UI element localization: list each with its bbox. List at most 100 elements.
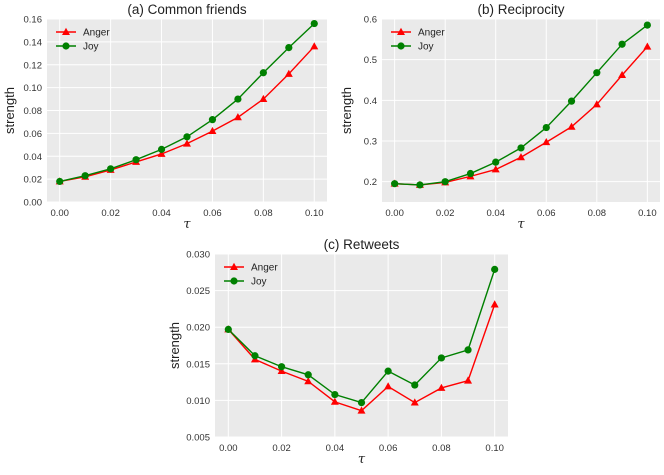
joy-point <box>224 325 232 333</box>
x-tick-label: 0.04 <box>326 443 345 454</box>
joy-point <box>183 133 191 141</box>
anger-point <box>330 397 339 405</box>
y-axis-label: strength <box>339 87 354 134</box>
y-axis-label: strength <box>2 87 17 134</box>
joy-point <box>411 381 419 389</box>
joy-point <box>464 346 472 354</box>
joy-point <box>157 145 166 153</box>
y-tick-label: 0.6 <box>364 15 377 26</box>
legend-anger-label: Anger <box>418 28 445 39</box>
x-axis-label: τ <box>183 217 191 232</box>
series-joy <box>391 21 651 189</box>
anger-point <box>384 382 393 390</box>
x-tick-label: 0.08 <box>254 208 273 219</box>
x-tick-label: 0.06 <box>537 208 556 219</box>
joy-point <box>384 367 392 375</box>
y-tick-label: 0.4 <box>364 96 377 107</box>
x-tick-label: 0.06 <box>379 443 398 454</box>
y-tick-label: 0.015 <box>186 359 210 370</box>
x-tick-label: 0.02 <box>101 208 120 219</box>
anger-point <box>304 377 313 385</box>
x-tick-label: 0.02 <box>272 443 291 454</box>
joy-point <box>593 69 601 77</box>
y-tick-label: 0.010 <box>186 396 210 407</box>
joy-point <box>643 21 651 29</box>
legend-joy-marker <box>397 42 405 50</box>
chart-title: (c) Retweets <box>324 237 400 252</box>
y-tick-label: 0.3 <box>364 137 377 148</box>
anger-point <box>464 376 473 384</box>
y-tick-label: 0.06 <box>24 129 43 140</box>
x-tick-label: 0.00 <box>385 208 404 219</box>
joy-point <box>234 95 242 103</box>
legend-anger-marker <box>62 27 70 35</box>
joy-point <box>357 398 366 407</box>
legend-joy-marker <box>62 42 70 50</box>
joy-point <box>285 43 293 52</box>
anger-point <box>157 149 166 157</box>
legend-joy-label: Joy <box>83 42 99 53</box>
y-tick-label: 0.5 <box>364 55 377 66</box>
x-axis-label: τ <box>517 217 525 232</box>
x-tick-label: 0.00 <box>50 208 69 219</box>
joy-point <box>208 116 217 124</box>
y-tick-label: 0.10 <box>24 83 43 94</box>
joy-point <box>542 123 550 132</box>
joy-point <box>310 19 318 28</box>
anger-point <box>437 383 446 391</box>
y-tick-label: 0.08 <box>24 106 43 117</box>
x-axis-label: τ <box>358 452 366 467</box>
chart-title: (a) Common friends <box>127 2 247 17</box>
anger-point <box>491 165 500 173</box>
y-tick-label: 0.2 <box>364 177 377 188</box>
x-tick-label: 0.10 <box>638 208 657 219</box>
anger-point <box>183 139 191 147</box>
joy-point <box>304 371 312 379</box>
joy-point <box>391 180 399 188</box>
anger-point <box>567 122 576 130</box>
anger-point <box>259 94 268 103</box>
joy-point <box>81 172 89 180</box>
anger-point <box>410 398 419 406</box>
anger-point <box>208 126 217 135</box>
anger-point <box>592 100 601 108</box>
plot-area <box>382 19 660 202</box>
joy-point <box>56 177 64 186</box>
legend: Anger Joy <box>224 263 278 288</box>
anger-point <box>517 153 525 161</box>
anger-point <box>618 70 627 79</box>
chart-a: 0.00 0.02 0.04 0.06 0.08 0.10 0.00 0.02 0.04 0.06… <box>2 2 327 232</box>
joy-point <box>517 144 525 152</box>
legend-anger-label: Anger <box>251 263 278 274</box>
x-tick-label: 0.04 <box>486 208 505 219</box>
joy-point <box>251 352 259 360</box>
joy-point <box>277 363 286 371</box>
x-tick-label: 0.10 <box>485 443 504 454</box>
x-tick-label: 0.06 <box>203 208 222 219</box>
y-tick-label: 0.02 <box>24 175 43 186</box>
y-tick-label: 0.025 <box>186 286 210 297</box>
legend: Anger Joy <box>391 28 445 53</box>
series-joy <box>56 19 318 186</box>
y-tick-label: 0.00 <box>24 198 43 209</box>
y-tick-label: 0.16 <box>24 15 43 26</box>
chart-b: 0.00 0.02 0.04 0.06 0.08 0.10 0.2 0.3 0.4 0.5 0.6 (… <box>339 2 660 232</box>
y-tick-label: 0.030 <box>186 250 210 261</box>
x-tick-label: 0.08 <box>588 208 607 219</box>
legend-anger-marker <box>397 27 405 35</box>
x-tick-label: 0.04 <box>152 208 171 219</box>
anger-point <box>310 42 319 50</box>
legend-anger-marker <box>230 262 238 270</box>
legend-anger-label: Anger <box>83 28 110 39</box>
legend-joy-marker <box>230 277 238 285</box>
legend: Anger Joy <box>56 28 110 53</box>
chart-title: (b) Reciprocity <box>477 2 564 17</box>
y-tick-label: 0.12 <box>24 60 43 71</box>
x-tick-label: 0.08 <box>432 443 451 454</box>
joy-point <box>107 165 115 173</box>
joy-point <box>618 40 626 48</box>
y-tick-label: 0.04 <box>24 152 43 163</box>
joy-point <box>331 390 339 399</box>
legend-joy-label: Joy <box>418 42 434 53</box>
